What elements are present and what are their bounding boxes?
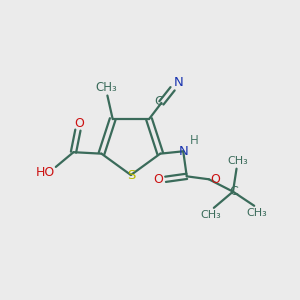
Text: C: C	[229, 185, 238, 198]
Text: N: N	[178, 145, 188, 158]
Text: N: N	[174, 76, 183, 89]
Text: HO: HO	[36, 166, 55, 179]
Text: CH₃: CH₃	[95, 81, 117, 94]
Text: O: O	[153, 173, 163, 186]
Text: C: C	[154, 95, 163, 108]
Text: O: O	[210, 173, 220, 186]
Text: H: H	[190, 134, 199, 147]
Text: CH₃: CH₃	[227, 156, 248, 166]
Text: CH₃: CH₃	[247, 208, 268, 218]
Text: S: S	[127, 169, 135, 182]
Text: CH₃: CH₃	[200, 210, 221, 220]
Text: O: O	[74, 117, 84, 130]
